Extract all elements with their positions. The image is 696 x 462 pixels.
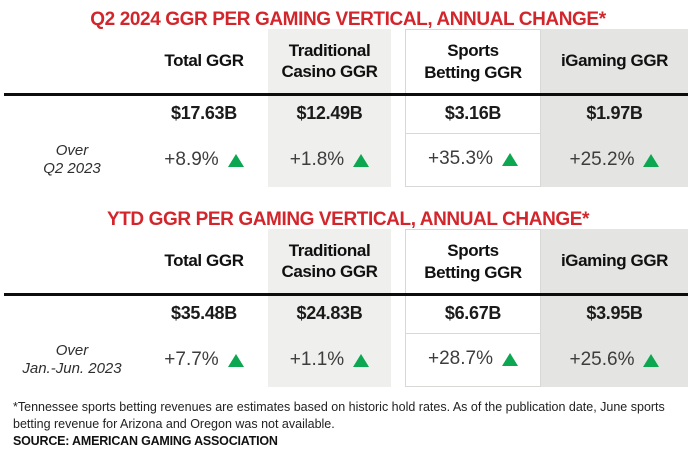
up-triangle-icon [353,154,370,167]
up-triangle-icon [353,354,370,367]
column-header: Sports Betting GGR [424,41,522,82]
column-header: Sports Betting GGR [424,241,522,282]
column-header: Total GGR [164,51,244,71]
column-header: iGaming GGR [560,51,669,71]
column-header: Total GGR [164,251,244,271]
column-traditional-casino-ggr: Traditional Casino GGR $12.49B +1.8% [268,29,391,187]
source-line: SOURCE: AMERICAN GAMING ASSOCIATION [13,434,278,448]
ggr-value: $24.83B [296,302,363,323]
up-triangle-icon [227,354,244,367]
row-label: Over Jan.-Jun. 2023 [22,341,122,377]
column-sports-betting-ggr: Sports Betting GGR $6.67B +28.7% [405,229,541,387]
up-triangle-icon [643,154,660,167]
ytd-table: Over Jan.-Jun. 2023 Total GGR $35.48B +7… [4,229,688,387]
q2-table: Over Q2 2023 Total GGR $17.63B +8.9% Tra… [4,29,688,187]
ggr-value: $3.16B [444,102,502,123]
ggr-value: $6.67B [444,302,502,323]
ggr-change: +25.2% [541,133,688,187]
ggr-change: +35.3% [406,133,540,183]
column-header: iGaming GGR [560,251,669,271]
column-header: Traditional Casino GGR [281,240,378,281]
up-triangle-icon [227,154,244,167]
ggr-change: +7.7% [140,333,268,387]
q2-table-title: Q2 2024 GGR PER GAMING VERTICAL, ANNUAL … [90,9,606,30]
header-rule [4,293,688,296]
ggr-value: $12.49B [296,102,363,123]
footnote-text: *Tennessee sports betting revenues are e… [13,400,665,431]
row-label-column: Over Jan.-Jun. 2023 [4,229,140,387]
ggr-value: $3.95B [586,302,643,323]
column-sports-betting-ggr: Sports Betting GGR $3.16B +35.3% [405,29,541,187]
up-triangle-icon [643,354,660,367]
row-label: Over Q2 2023 [43,141,101,177]
ggr-change: +28.7% [406,333,540,383]
column-igaming-ggr: iGaming GGR $3.95B +25.6% [541,229,688,387]
ggr-value: $35.48B [171,302,237,323]
up-triangle-icon [501,352,518,366]
ggr-change: +25.6% [541,333,688,387]
ytd-table-title: YTD GGR PER GAMING VERTICAL, ANNUAL CHAN… [106,209,590,230]
header-rule [4,93,688,96]
column-spacer [391,229,405,387]
ggr-value: $1.97B [586,102,643,123]
ggr-change: +1.8% [268,133,391,187]
ggr-change: +8.9% [140,133,268,187]
column-total-ggr: Total GGR $35.48B +7.7% [140,229,268,387]
column-spacer [391,29,405,187]
column-total-ggr: Total GGR $17.63B +8.9% [140,29,268,187]
ggr-change: +1.1% [268,333,391,387]
column-header: Traditional Casino GGR [281,40,378,81]
column-traditional-casino-ggr: Traditional Casino GGR $24.83B +1.1% [268,229,391,387]
ggr-value: $17.63B [171,102,237,123]
up-triangle-icon [501,152,518,166]
column-igaming-ggr: iGaming GGR $1.97B +25.2% [541,29,688,187]
row-label-column: Over Q2 2023 [4,29,140,187]
